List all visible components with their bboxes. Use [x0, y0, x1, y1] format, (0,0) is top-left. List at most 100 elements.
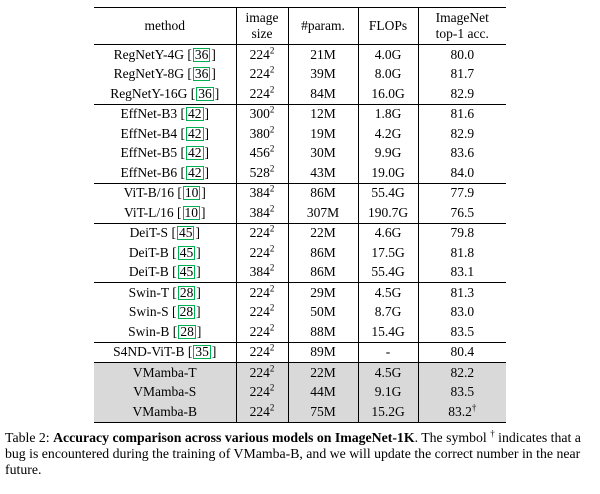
table-row: DeiT-S [45] 2242 22M 4.6G 79.8: [94, 223, 506, 243]
citation-link[interactable]: 10: [182, 204, 201, 220]
method-cell: EffNet-B6 [42]: [94, 163, 237, 183]
params-cell: 22M: [288, 362, 359, 383]
flops-cell: 1.8G: [358, 104, 419, 124]
method-cell: RegNetY-8G [36]: [94, 64, 237, 84]
image-size-cell: 2242: [236, 44, 289, 65]
top1-acc-cell: 81.3: [450, 284, 475, 300]
citation-link[interactable]: 42: [186, 164, 204, 180]
params-cell: 22M: [288, 223, 359, 243]
table-group: Swin-T [28] 2242 29M 4.5G 81.3 Swin-S [28] 224…: [94, 282, 506, 342]
params-cell: 89M: [288, 342, 359, 363]
citation-link[interactable]: 28: [177, 284, 196, 300]
citation-link[interactable]: 36: [192, 46, 211, 62]
top1-acc-cell: 82.2: [418, 362, 506, 383]
citation-link[interactable]: 36: [196, 85, 214, 101]
size-exponent: 2: [269, 363, 275, 374]
table-caption: Table 2: Accuracy comparison across vari…: [5, 427, 595, 479]
method-cell: Swin-T [28]: [94, 282, 237, 303]
citation-link[interactable]: 45: [176, 225, 195, 241]
params-cell: 30M: [288, 143, 359, 163]
citation-link[interactable]: 42: [186, 125, 204, 141]
size-exponent: 2: [269, 342, 275, 353]
flops-cell: 17.5G: [358, 243, 419, 263]
citation-link[interactable]: 42: [186, 106, 204, 122]
table-group: RegNetY-4G [36] 2242 21M 4.0G 80.0 RegNetY-8G…: [94, 44, 506, 104]
params-cell: 44M: [288, 382, 359, 402]
top1-acc-cell: 81.7: [450, 66, 475, 82]
table-row: EffNet-B4 [42] 3802 19M 4.2G 82.9: [94, 124, 506, 144]
flops-cell: 190.7G: [358, 203, 419, 223]
image-size-cell: 2242: [236, 282, 289, 303]
flops-cell: 9.1G: [358, 382, 419, 402]
image-size-cell: 3842: [236, 203, 289, 223]
size-exponent: 2: [269, 302, 275, 313]
image-size-cell: 4562: [236, 143, 289, 163]
method-cell: EffNet-B3 [42]: [94, 104, 237, 124]
flops-cell: 4.0G: [358, 44, 419, 65]
flops-cell: 8.7G: [358, 302, 419, 322]
params-cell: 88M: [288, 322, 359, 342]
flops-cell: 9.9G: [358, 143, 419, 163]
col-header-top1-acc-line2: top-1 acc.: [435, 26, 489, 41]
top1-acc-cell: 82.9: [450, 125, 475, 141]
caption-mid-text: . The symbol: [414, 429, 491, 445]
dagger-symbol: †: [490, 427, 495, 438]
table-row: Swin-B [28] 2242 88M 15.4G 83.5: [94, 322, 506, 342]
params-cell: 21M: [288, 44, 359, 65]
flops-cell: 4.6G: [358, 223, 419, 243]
caption-label: Table 2:: [5, 429, 54, 445]
size-exponent: 2: [269, 402, 275, 413]
col-header-params: #param.: [288, 7, 359, 45]
top1-acc-cell: 84.0: [450, 164, 475, 180]
citation-link[interactable]: 36: [192, 66, 211, 82]
top1-acc-cell: 83.5: [418, 382, 506, 402]
table-row: Swin-T [28] 2242 29M 4.5G 81.3: [94, 282, 506, 303]
top1-acc-cell: 81.8: [450, 244, 475, 260]
flops-cell: 55.4G: [358, 183, 419, 203]
table-row: ViT-B/16 [10] 3842 86M 55.4G 77.9: [94, 183, 506, 203]
method-cell: VMamba-S: [94, 382, 237, 402]
results-table: method image size #param. FLOPs ImageNet…: [94, 7, 506, 423]
size-exponent: 2: [269, 223, 275, 234]
table-row: RegNetY-8G [36] 2242 39M 8.0G 81.7: [94, 64, 506, 84]
top1-acc-cell: 83.6: [450, 145, 475, 161]
method-cell: RegNetY-4G [36]: [94, 44, 237, 65]
citation-link[interactable]: 42: [186, 145, 204, 161]
col-header-method: method: [94, 7, 237, 45]
size-exponent: 2: [269, 243, 275, 254]
top1-acc-cell: 80.0: [450, 46, 475, 62]
size-exponent: 2: [269, 45, 275, 56]
params-cell: 43M: [288, 163, 359, 183]
top1-acc-cell: 83.1: [450, 264, 475, 280]
citation-link[interactable]: 45: [177, 244, 196, 260]
image-size-cell: 3802: [236, 124, 289, 144]
citation-link[interactable]: 45: [177, 264, 196, 280]
col-header-top1-acc-line1: ImageNet: [435, 10, 489, 26]
size-exponent: 2: [269, 84, 275, 95]
params-cell: 50M: [288, 302, 359, 322]
citation-link[interactable]: 10: [182, 185, 201, 201]
citation-link[interactable]: 28: [178, 323, 196, 339]
image-size-cell: 2242: [236, 84, 289, 104]
image-size-cell: 2242: [236, 402, 289, 422]
flops-cell: 4.5G: [358, 282, 419, 303]
table-row: RegNetY-4G [36] 2242 21M 4.0G 80.0: [94, 44, 506, 65]
top1-acc-cell: 77.9: [450, 185, 475, 201]
params-cell: 86M: [288, 262, 359, 283]
table-row: VMamba-B 2242 75M 15.2G 83.2†: [94, 402, 506, 422]
method-cell: EffNet-B4 [42]: [94, 124, 237, 144]
method-cell: VMamba-T: [94, 362, 237, 383]
flops-cell: 16.0G: [358, 84, 419, 104]
image-size-cell: 2242: [236, 382, 289, 402]
table-header: method image size #param. FLOPs ImageNet…: [94, 7, 506, 45]
top1-acc-cell: 79.8: [450, 225, 475, 241]
image-size-cell: 2242: [236, 243, 289, 263]
image-size-cell: 2242: [236, 64, 289, 84]
caption-bold-title: Accuracy comparison across various model…: [53, 429, 415, 445]
citation-link[interactable]: 35: [193, 344, 211, 360]
citation-link[interactable]: 28: [177, 304, 196, 320]
table-group: EffNet-B3 [42] 3002 12M 1.8G 81.6 EffNet-B4 […: [94, 104, 506, 183]
table-row: VMamba-T 2242 22M 4.5G 82.2: [94, 362, 506, 383]
image-size-cell: 2242: [236, 302, 289, 322]
image-size-cell: 2242: [236, 342, 289, 363]
